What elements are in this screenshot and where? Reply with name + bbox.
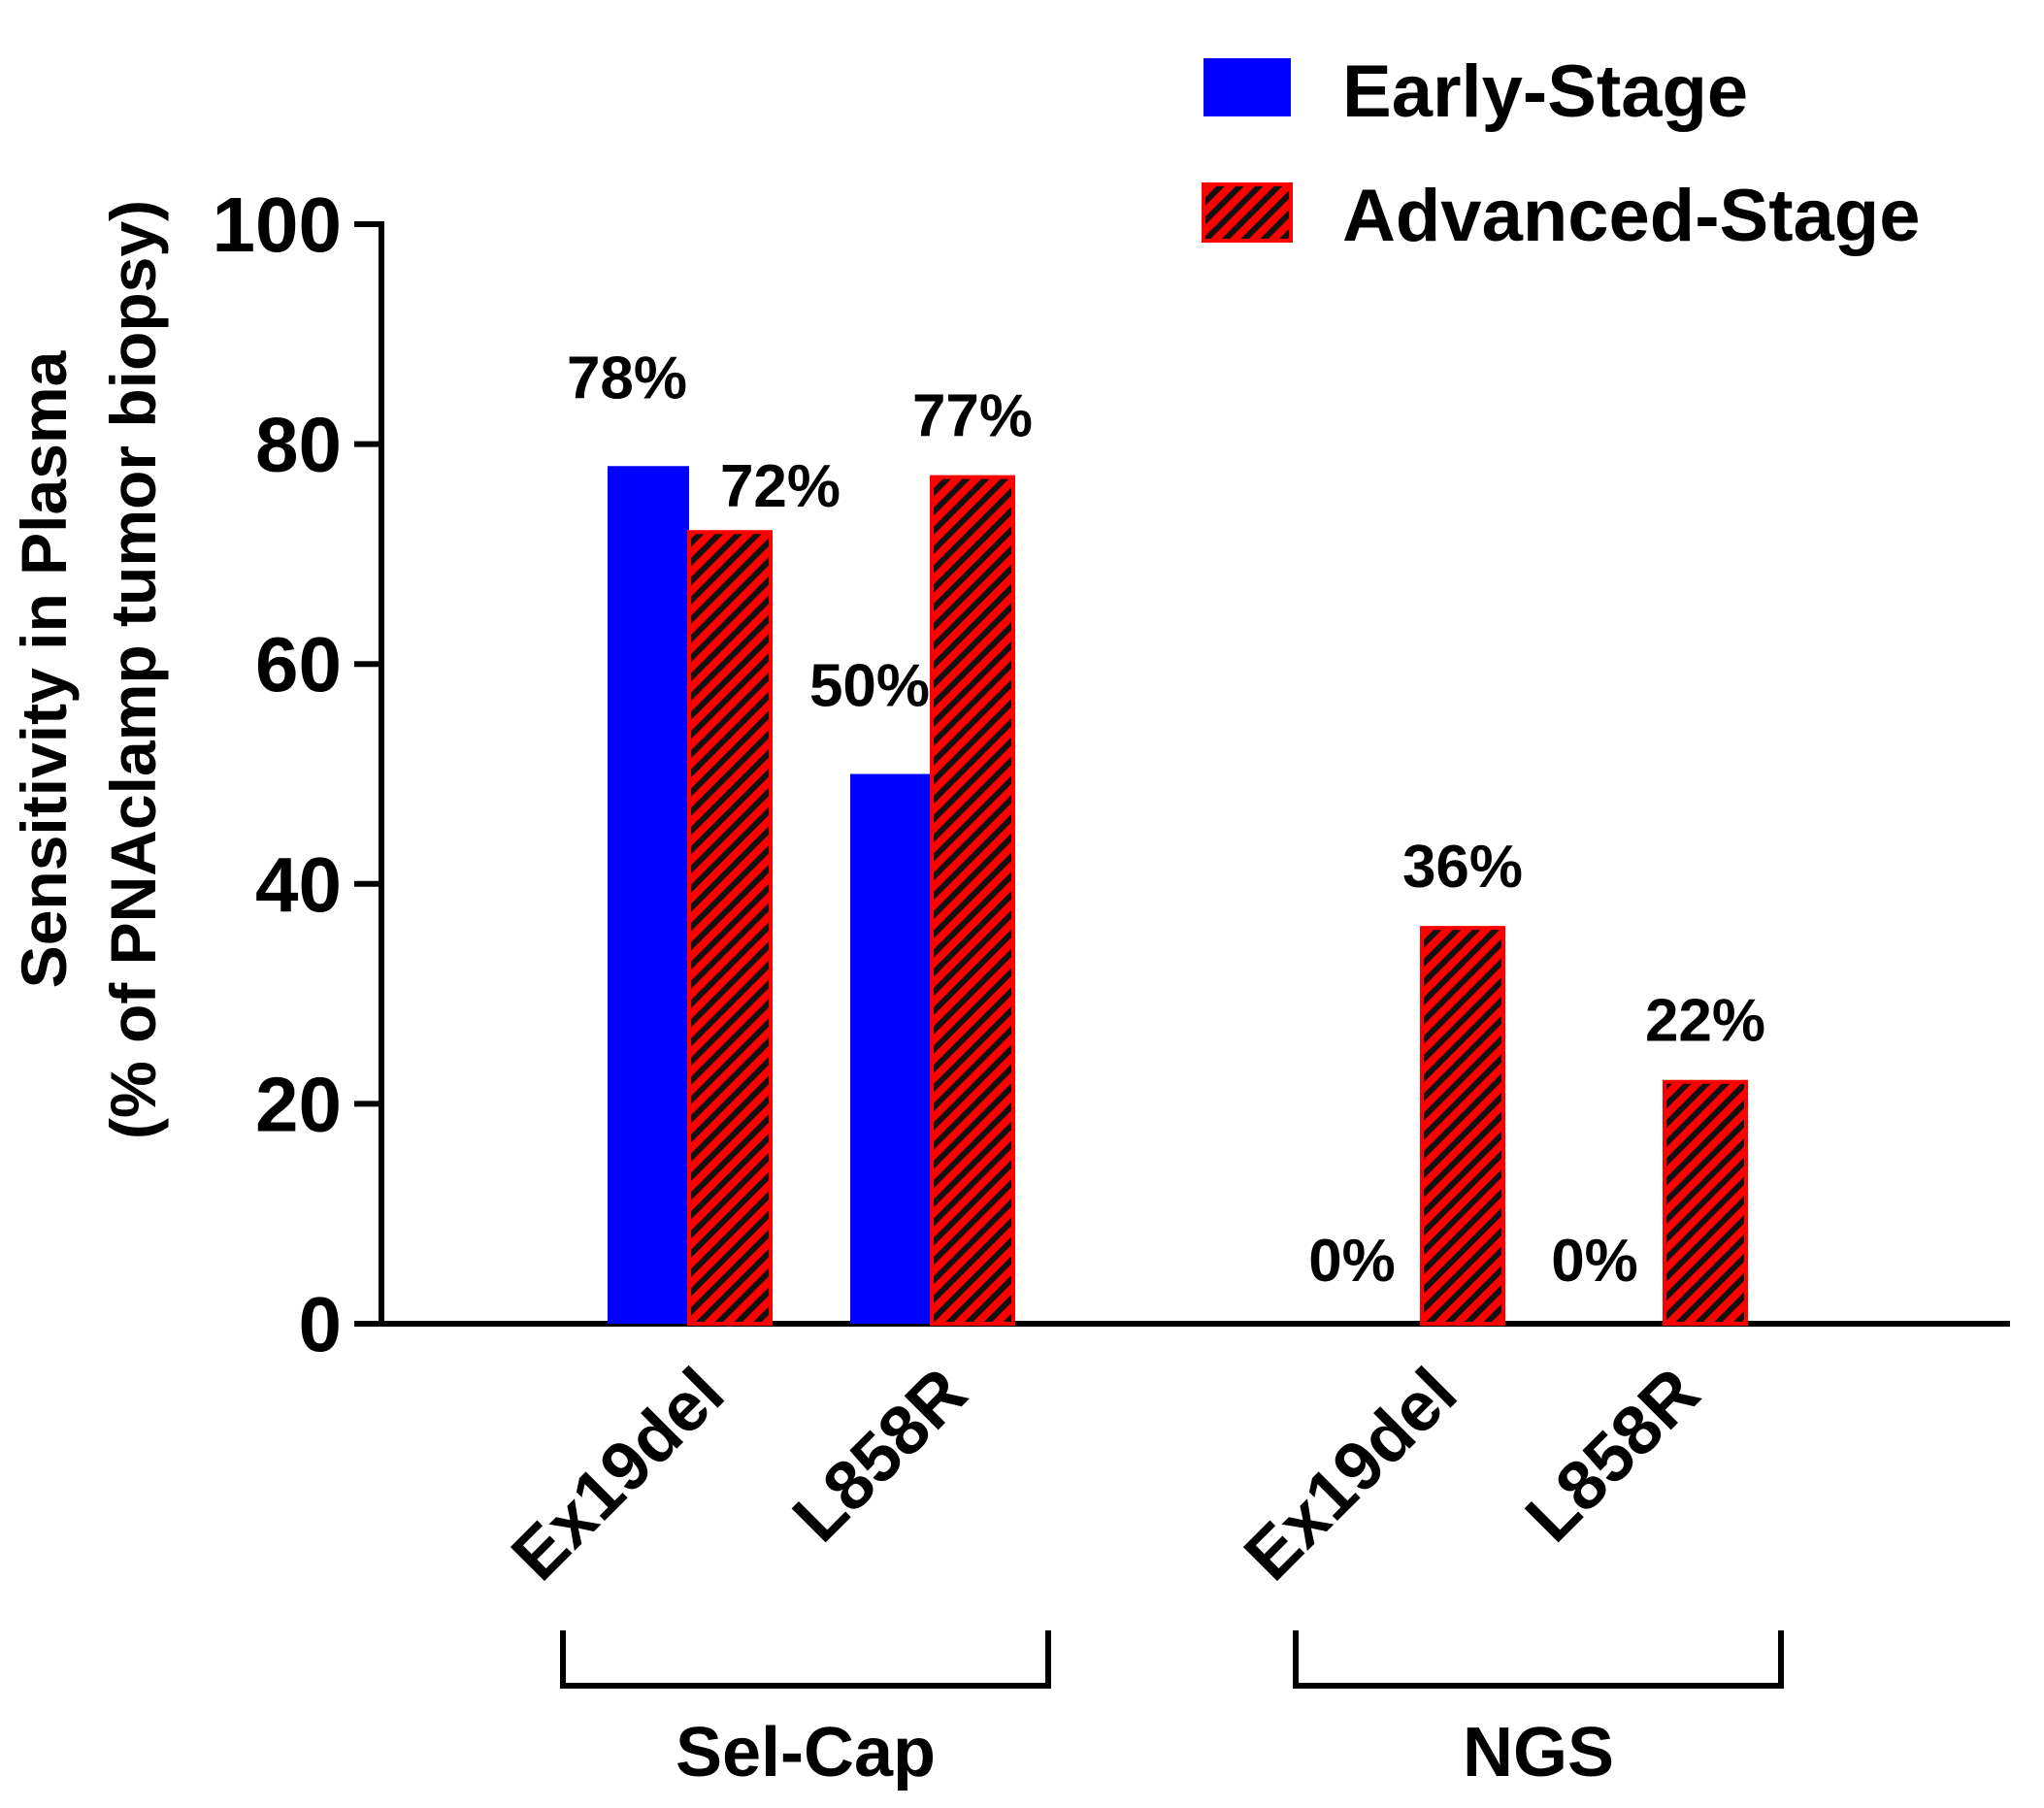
bar-advanced-stage-0 <box>687 530 773 1326</box>
legend-label-early-stage: Early-Stage <box>1342 50 1748 133</box>
value-label-early-stage-2: 0% <box>1308 1228 1396 1295</box>
bar-advanced-stage-3 <box>1663 1079 1748 1326</box>
x-tick-label-2: Ex19del <box>1230 1354 1471 1595</box>
y-axis-title-line2: (% of PNAclamp tumor biopsy) <box>97 200 169 1139</box>
y-tick-label-80: 80 <box>255 402 342 488</box>
bar-early-stage-0 <box>608 466 689 1324</box>
y-tick-label-0: 0 <box>299 1281 343 1367</box>
bar-advanced-stage-2 <box>1420 926 1505 1326</box>
y-tick-label-100: 100 <box>213 181 342 268</box>
x-tick-label-0: Ex19del <box>497 1354 739 1595</box>
value-label-early-stage-0: 78% <box>567 345 687 411</box>
y-tick-label-60: 60 <box>255 621 342 707</box>
bar-early-stage-1 <box>850 773 932 1324</box>
legend-swatch-early-stage <box>1203 58 1291 116</box>
legend-swatch-advanced-stage <box>1202 182 1293 243</box>
y-tick-label-20: 20 <box>255 1061 342 1147</box>
value-label-early-stage-3: 0% <box>1551 1228 1638 1295</box>
value-label-early-stage-1: 50% <box>809 653 930 720</box>
value-label-advanced-stage-0: 72% <box>720 453 841 520</box>
group-label-ngs: NGS <box>1463 1714 1614 1792</box>
legend-label-advanced-stage: Advanced-Stage <box>1342 175 1921 257</box>
y-tick-label-40: 40 <box>255 841 342 928</box>
group-label-sel-cap: Sel-Cap <box>676 1714 936 1792</box>
group-bracket-sel-cap <box>560 1630 1051 1689</box>
y-axis-title-line1: Sensitivity in Plasma <box>8 349 80 988</box>
legend: Early-Stage Advanced-Stage <box>1202 50 1921 257</box>
bar-advanced-stage-1 <box>930 475 1015 1326</box>
x-tick-label-3: L858R <box>1511 1354 1714 1557</box>
value-label-advanced-stage-2: 36% <box>1402 834 1523 901</box>
x-tick-label-1: L858R <box>778 1354 981 1557</box>
value-label-advanced-stage-3: 22% <box>1645 988 1765 1055</box>
value-label-advanced-stage-1: 77% <box>912 383 1033 450</box>
group-bracket-ngs <box>1293 1630 1784 1689</box>
